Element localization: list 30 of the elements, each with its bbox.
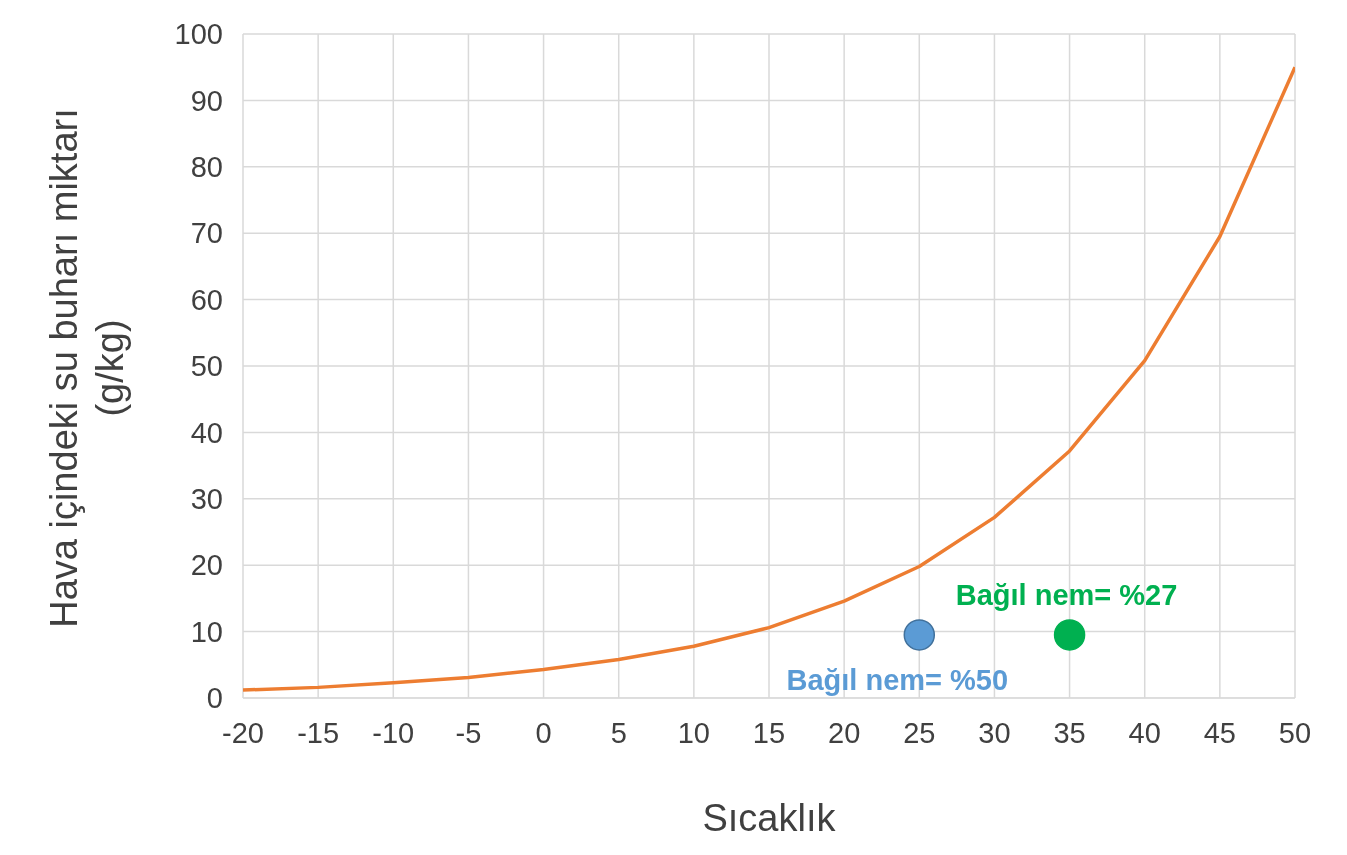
y-tick-label: 0 (206, 682, 223, 715)
y-tick-label: 30 (190, 483, 223, 516)
x-tick-label: -10 (372, 716, 415, 749)
y-tick-label: 90 (190, 84, 223, 117)
x-tick-label: -20 (222, 716, 264, 749)
y-tick-label: 20 (190, 549, 223, 582)
x-tick-label: 5 (610, 716, 627, 749)
x-tick-label: 40 (1128, 716, 1161, 749)
y-tick-label: 80 (190, 151, 223, 184)
y-tick-label: 100 (174, 18, 223, 51)
x-axis-title: Sıcaklık (702, 797, 837, 839)
x-tick-label: -15 (297, 716, 340, 749)
y-tick-label: 10 (190, 615, 223, 648)
y-tick-label: 60 (190, 283, 223, 316)
annotation: Bağıl nem= %50 (786, 663, 1009, 696)
x-tick-label: 0 (535, 716, 552, 749)
y-tick-label: 70 (190, 217, 223, 250)
y-axis-title: Hava içindeki su buharı miktarı (g/kg) (42, 107, 132, 630)
y-tick-label: 40 (190, 416, 223, 449)
x-tick-label: 50 (1278, 716, 1312, 749)
x-tick-label: 45 (1203, 716, 1236, 749)
x-tick-label: 15 (752, 716, 786, 749)
x-tick-label: 10 (677, 716, 710, 749)
y-tick-label: 50 (190, 350, 223, 383)
x-tick-label: 35 (1053, 716, 1086, 749)
annotation: Bağıl nem= %27 (955, 578, 1178, 611)
x-tick-label: 30 (978, 716, 1011, 749)
x-tick-label: -5 (455, 716, 482, 749)
x-tick-label: 20 (828, 716, 861, 749)
x-tick-label: 25 (903, 716, 936, 749)
